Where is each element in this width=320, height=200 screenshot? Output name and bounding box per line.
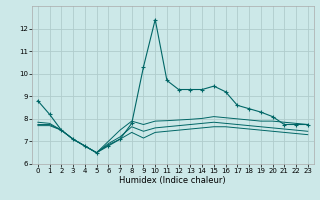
X-axis label: Humidex (Indice chaleur): Humidex (Indice chaleur)	[119, 176, 226, 185]
